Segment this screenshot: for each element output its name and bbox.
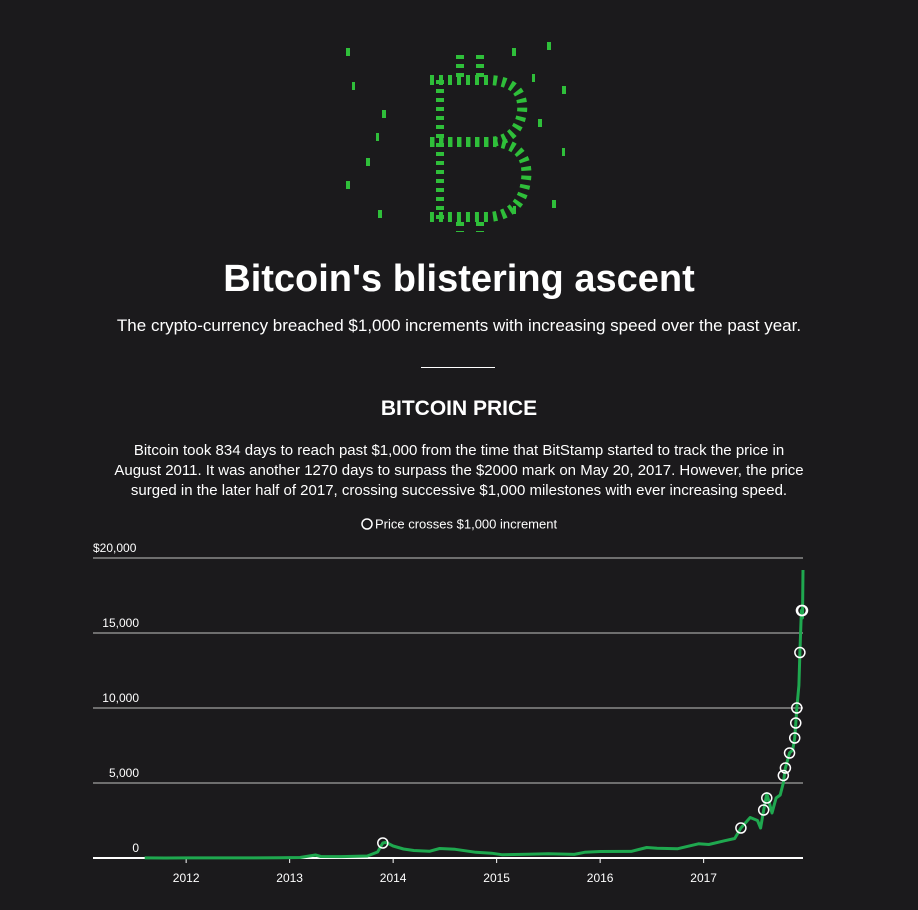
x-tick-label: 2012 <box>173 871 200 885</box>
increment-marker <box>777 769 790 782</box>
subtitle: The crypto-currency breached $1,000 incr… <box>116 316 802 335</box>
increment-marker <box>794 646 806 659</box>
divider <box>421 367 495 368</box>
scattered-digits <box>346 42 566 218</box>
y-tick-label: 15,000 <box>102 616 139 630</box>
increment-marker <box>790 717 802 729</box>
increment-marker <box>757 804 770 816</box>
increment-marker <box>788 732 801 744</box>
bitcoin-illustration <box>346 42 566 232</box>
increment-marker <box>783 747 796 759</box>
y-tick-label: $20,000 <box>93 541 137 555</box>
description: Bitcoin took 834 days to reach past $1,0… <box>114 442 804 499</box>
bitcoin-logo <box>430 55 532 232</box>
increment-marker <box>735 822 747 834</box>
legend-symbol <box>361 518 373 530</box>
y-tick-label: 0 <box>132 841 139 855</box>
legend-label: Price crosses $1,000 increment <box>375 516 557 531</box>
x-tick-label: 2015 <box>483 871 510 885</box>
increment-marker <box>779 762 792 774</box>
x-tick-label: 2014 <box>380 871 407 885</box>
increment-marker <box>761 792 773 804</box>
x-tick-label: 2016 <box>587 871 614 885</box>
price-line <box>144 569 805 860</box>
title: Bitcoin's blistering ascent <box>223 258 695 300</box>
x-tick-label: 2017 <box>690 871 717 885</box>
increment-marker <box>791 702 803 714</box>
y-tick-label: 5,000 <box>109 766 139 780</box>
increment-marker <box>796 604 809 617</box>
x-tick-label: 2013 <box>276 871 303 885</box>
section-heading: BITCOIN PRICE <box>380 397 538 420</box>
y-tick-label: 10,000 <box>102 691 139 705</box>
increment-marker <box>377 837 389 849</box>
